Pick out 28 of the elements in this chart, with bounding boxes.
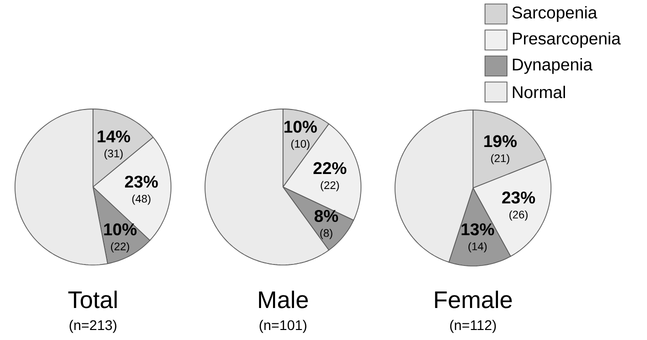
legend-label: Sarcopenia: [512, 6, 598, 22]
text: (n=101): [260, 320, 306, 333]
text: (21): [491, 154, 510, 164]
text: (26): [509, 210, 528, 221]
data-label: 19%: [484, 135, 517, 148]
data-label: 8%: [314, 210, 338, 222]
data-label: 23%: [502, 192, 536, 204]
text: (22): [110, 242, 130, 252]
legend-label: Presarcopenia: [512, 32, 621, 48]
text: (8): [320, 228, 332, 240]
data-label: 22%: [313, 162, 346, 174]
legend-label: Dynapenia: [512, 58, 592, 74]
data-label: 14%: [98, 130, 130, 142]
text: (10): [291, 140, 310, 150]
text: (31): [104, 149, 123, 160]
text: (n=213): [70, 320, 116, 333]
legend-label: Normal: [512, 86, 565, 98]
data-label: 10%: [284, 120, 317, 133]
text: Total: [68, 290, 117, 308]
text: (48): [132, 194, 150, 205]
text: Female: [435, 290, 512, 308]
text: Male: [259, 290, 308, 308]
data-label: 13%: [462, 223, 494, 236]
text: (22): [320, 181, 339, 192]
text: (n=112): [450, 320, 496, 333]
data-label: 10%: [104, 223, 137, 236]
data-label: 23%: [124, 176, 158, 188]
text: (14): [468, 242, 487, 252]
